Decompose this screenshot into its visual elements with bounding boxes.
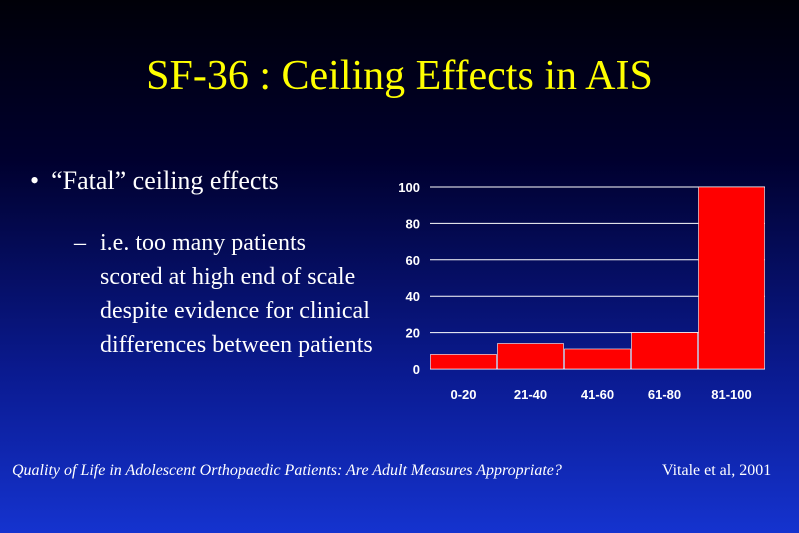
footer-citation: Quality of Life in Adolescent Orthopaedi… (12, 462, 562, 479)
x-tick-label: 21-40 (514, 387, 547, 402)
x-tick-label: 0-20 (450, 387, 476, 402)
y-tick-label: 100 (398, 180, 420, 195)
slide-title: SF-36 : Ceiling Effects in AIS (146, 53, 653, 99)
main-bullet-text: “Fatal” ceiling effects (51, 166, 279, 195)
x-tick-label: 41-60 (581, 387, 614, 402)
sub-bullet-text: i.e. too many patients scored at high en… (100, 230, 373, 358)
bar-0-20 (430, 354, 497, 370)
sub-bullet: – i.e. too many patients scored at high … (74, 226, 374, 362)
main-bullet: • “Fatal” ceiling effects (30, 166, 279, 196)
bar-41-60 (564, 348, 631, 370)
sub-bullet-marker: – (74, 230, 86, 256)
bar-81-100 (698, 186, 765, 370)
x-tick-label: 61-80 (648, 387, 681, 402)
y-tick-label: 20 (406, 326, 420, 341)
y-tick-label: 60 (406, 253, 420, 268)
bullet-marker: • (30, 166, 40, 195)
ceiling-effect-bar-chart: 0 20 40 60 80 100 0-20 21-40 41-60 61-80 81-100 (398, 180, 765, 402)
bar-61-80 (631, 332, 698, 370)
y-tick-label: 40 (406, 289, 420, 304)
footer-author: Vitale et al, 2001 (662, 462, 772, 479)
x-tick-label: 81-100 (711, 387, 751, 402)
bar-21-40 (497, 343, 564, 370)
y-tick-label: 0 (413, 362, 420, 377)
y-tick-label: 80 (406, 216, 420, 231)
